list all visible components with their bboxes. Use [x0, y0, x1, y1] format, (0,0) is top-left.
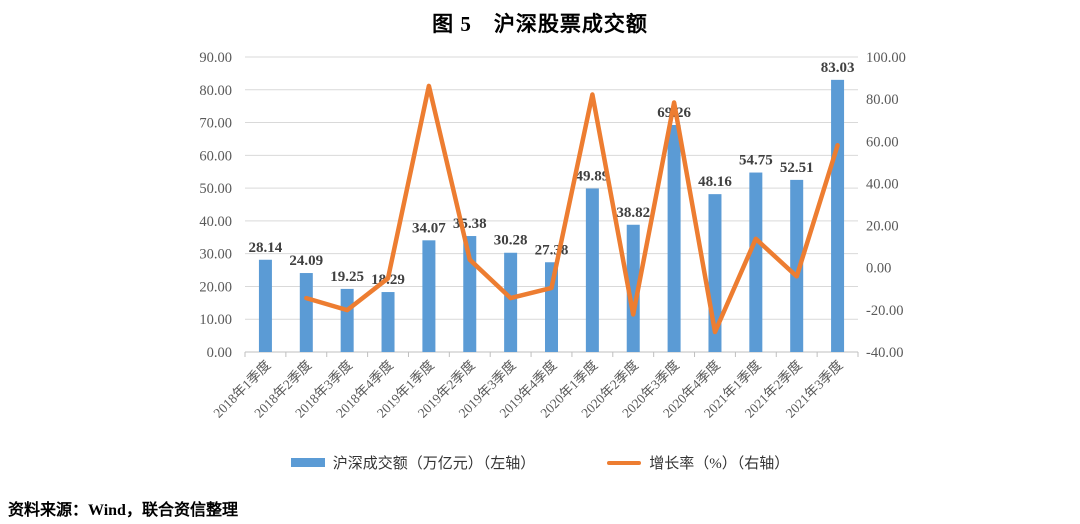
right-axis-tick-label: 0.00	[866, 261, 891, 277]
bar-value-label: 52.51	[780, 160, 814, 176]
bar-value-label: 27.38	[535, 242, 569, 258]
chart-title: 图 5 沪深股票成交额	[432, 12, 648, 36]
growth-rate-line	[304, 83, 840, 335]
left-axis-tick-label: 70.00	[199, 116, 232, 132]
legend-item-bar-series: 沪深成交额（万亿元）（左轴）	[290, 452, 536, 473]
left-axis-tick-label: 20.00	[199, 279, 232, 295]
bar	[504, 252, 518, 352]
legend-label-bar-series: 沪深成交额（万亿元）（左轴）	[332, 456, 536, 472]
left-axis-tick-label: 10.00	[199, 312, 232, 328]
left-axis-tick-label: 80.00	[199, 83, 232, 99]
bar	[299, 273, 313, 352]
chart-legend: 沪深成交额（万亿元）（左轴） 增长率（%）（右轴）	[0, 452, 1080, 473]
bar-value-label: 48.16	[698, 174, 732, 190]
legend-label-line-series: 增长率（%）（右轴）	[649, 456, 790, 472]
bar	[626, 224, 640, 352]
source-note: 资料来源：Wind，联合资信整理	[8, 502, 238, 519]
bar-value-label: 28.14	[249, 240, 283, 256]
right-axis-tick-label: 100.00	[866, 50, 906, 66]
bar	[381, 292, 395, 352]
right-axis-tick-label: -20.00	[866, 303, 903, 319]
line-series-swatch-icon	[607, 460, 642, 465]
bar	[749, 172, 763, 352]
bar	[340, 288, 354, 352]
bar-value-label: 49.89	[575, 168, 609, 184]
bar-series-swatch-icon	[290, 458, 325, 467]
left-axis-tick-label: 60.00	[199, 148, 232, 164]
bar-value-label: 83.03	[821, 60, 855, 76]
left-axis-tick-label: 30.00	[199, 247, 232, 263]
bar	[585, 188, 599, 352]
bar-value-label: 24.09	[289, 253, 323, 269]
right-axis-tick-label: 40.00	[866, 176, 899, 192]
right-axis-tick-label: 80.00	[866, 92, 899, 108]
bar	[422, 240, 436, 352]
bar	[790, 179, 804, 352]
bar	[545, 262, 558, 352]
right-axis-tick-label: -40.00	[866, 345, 903, 361]
bar-value-label: 19.25	[330, 269, 364, 285]
right-axis-tick-label: 60.00	[866, 134, 899, 150]
bar	[667, 124, 681, 352]
bar-value-label: 30.28	[494, 233, 528, 249]
bar-value-label: 38.82	[616, 205, 650, 221]
left-axis-tick-label: 90.00	[199, 50, 232, 66]
bar	[258, 259, 272, 352]
bar	[831, 79, 845, 353]
left-axis-tick-label: 50.00	[199, 181, 232, 197]
right-axis-tick-label: 20.00	[866, 219, 899, 235]
left-axis-tick-label: 0.00	[207, 345, 232, 361]
legend-item-line-series: 增长率（%）（右轴）	[607, 452, 789, 473]
left-axis-tick-label: 40.00	[199, 214, 232, 230]
bar-value-label: 34.07	[412, 220, 446, 236]
bar-value-label: 54.75	[739, 153, 773, 169]
